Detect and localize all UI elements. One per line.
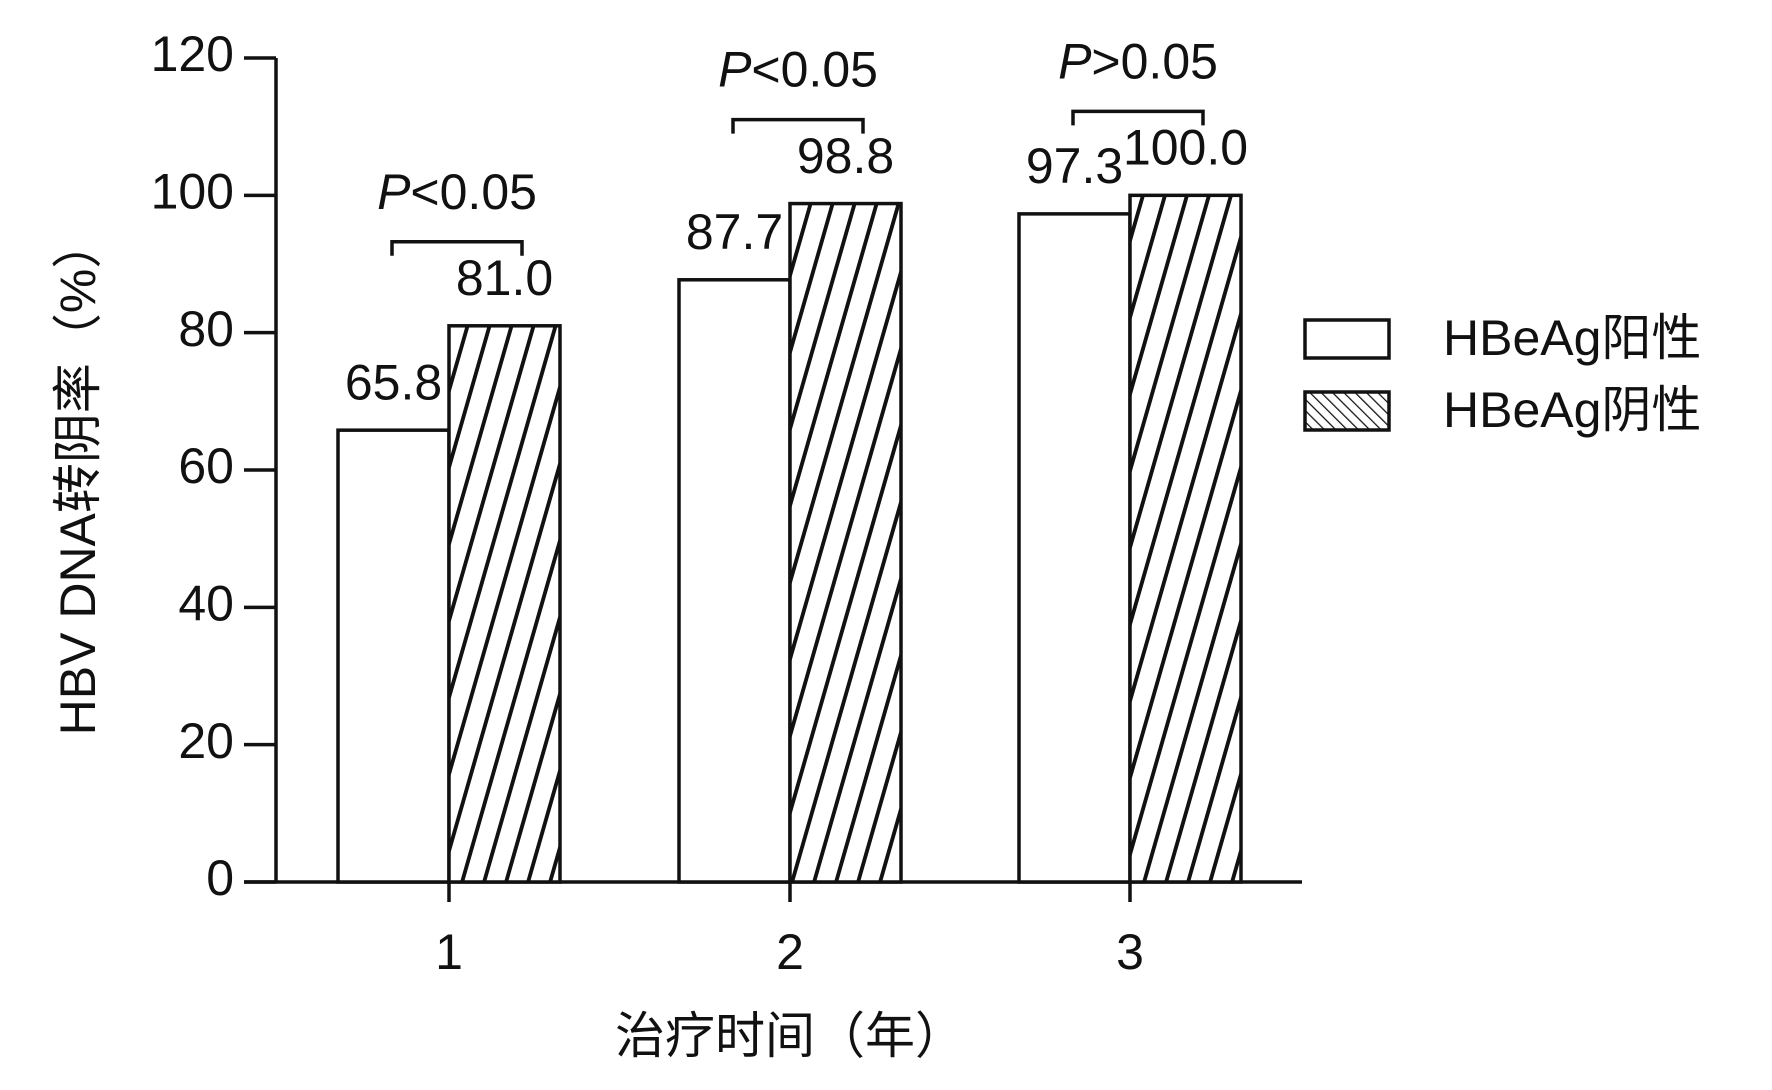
significance-bracket: [1071, 109, 1205, 126]
y-tick-label: 20: [178, 713, 234, 769]
y-tick-label: 60: [178, 438, 234, 494]
legend-swatch: [1303, 318, 1391, 360]
bar: [1017, 212, 1132, 884]
y-tick-label: 80: [178, 301, 234, 357]
annotation: P<0.05: [377, 164, 537, 220]
value-label: 97.3: [1026, 138, 1123, 194]
annotation: P<0.05: [718, 42, 878, 98]
bar: [788, 201, 903, 884]
y-axis-title: HBV DNA转阴率（%）: [50, 219, 106, 736]
y-tick-label: 100: [151, 164, 234, 220]
significance-bracket: [731, 117, 865, 134]
annotation: P>0.05: [1058, 34, 1218, 90]
value-label: 65.8: [345, 354, 442, 410]
legend-label: HBeAg阳性: [1443, 310, 1701, 366]
value-label: 81.0: [456, 250, 553, 306]
y-tick-label: 40: [178, 576, 234, 632]
y-tick-label: 120: [151, 26, 234, 82]
value-label: 98.8: [797, 128, 894, 184]
value-label: 87.7: [686, 204, 783, 260]
x-tick-label: 2: [776, 924, 804, 980]
bar: [336, 428, 451, 884]
x-tick-label: 3: [1116, 924, 1144, 980]
legend-label: HBeAg阴性: [1443, 382, 1701, 438]
y-tick-label: 0: [206, 850, 234, 906]
x-tick-label: 1: [435, 924, 463, 980]
bar: [1128, 193, 1243, 884]
significance-bracket: [390, 240, 524, 256]
legend-swatch: [1303, 390, 1391, 432]
x-axis-title: 治疗时间（年）: [615, 1008, 965, 1064]
bar: [447, 324, 562, 884]
value-label: 100.0: [1123, 120, 1248, 176]
bar: [677, 278, 792, 884]
